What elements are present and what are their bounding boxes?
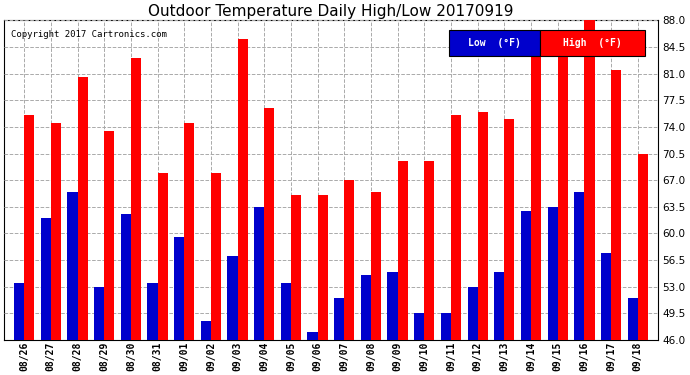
Bar (638, 153, 648, 340)
Bar (201, 321, 211, 340)
Bar (361, 275, 371, 340)
Bar (371, 192, 381, 340)
Bar (254, 207, 264, 340)
Bar (281, 283, 291, 340)
Text: Low  (°F): Low (°F) (468, 38, 521, 48)
Bar (174, 237, 184, 340)
Bar (51, 123, 61, 340)
Bar (477, 112, 488, 340)
Bar (548, 207, 558, 340)
Bar (344, 180, 355, 340)
Bar (601, 252, 611, 340)
Bar (611, 70, 621, 340)
Bar (334, 298, 344, 340)
Text: High  (°F): High (°F) (563, 38, 622, 48)
Bar (228, 256, 237, 340)
Bar (504, 119, 515, 340)
Bar (558, 32, 568, 340)
Bar (104, 131, 115, 340)
Bar (628, 298, 638, 340)
Bar (414, 314, 424, 340)
Bar (397, 161, 408, 340)
Bar (14, 283, 24, 340)
Bar (574, 192, 584, 340)
FancyBboxPatch shape (448, 30, 540, 56)
Bar (157, 172, 168, 340)
Bar (424, 161, 435, 340)
Bar (388, 272, 397, 340)
Bar (441, 314, 451, 340)
Bar (94, 287, 104, 340)
Bar (237, 39, 248, 340)
Bar (211, 172, 221, 340)
Bar (264, 108, 275, 340)
Bar (121, 214, 131, 340)
Bar (584, 20, 595, 340)
Bar (148, 283, 157, 340)
Bar (24, 116, 34, 340)
Bar (41, 218, 51, 340)
Text: Copyright 2017 Cartronics.com: Copyright 2017 Cartronics.com (11, 30, 166, 39)
Bar (131, 58, 141, 340)
Bar (68, 192, 77, 340)
Bar (291, 195, 301, 340)
Bar (451, 116, 461, 340)
Bar (77, 77, 88, 340)
Bar (521, 211, 531, 340)
FancyBboxPatch shape (540, 30, 644, 56)
Bar (184, 123, 195, 340)
Bar (494, 272, 504, 340)
Bar (468, 287, 477, 340)
Title: Outdoor Temperature Daily High/Low 20170919: Outdoor Temperature Daily High/Low 20170… (148, 4, 513, 19)
Bar (531, 55, 541, 340)
Bar (317, 195, 328, 340)
Bar (308, 333, 317, 340)
